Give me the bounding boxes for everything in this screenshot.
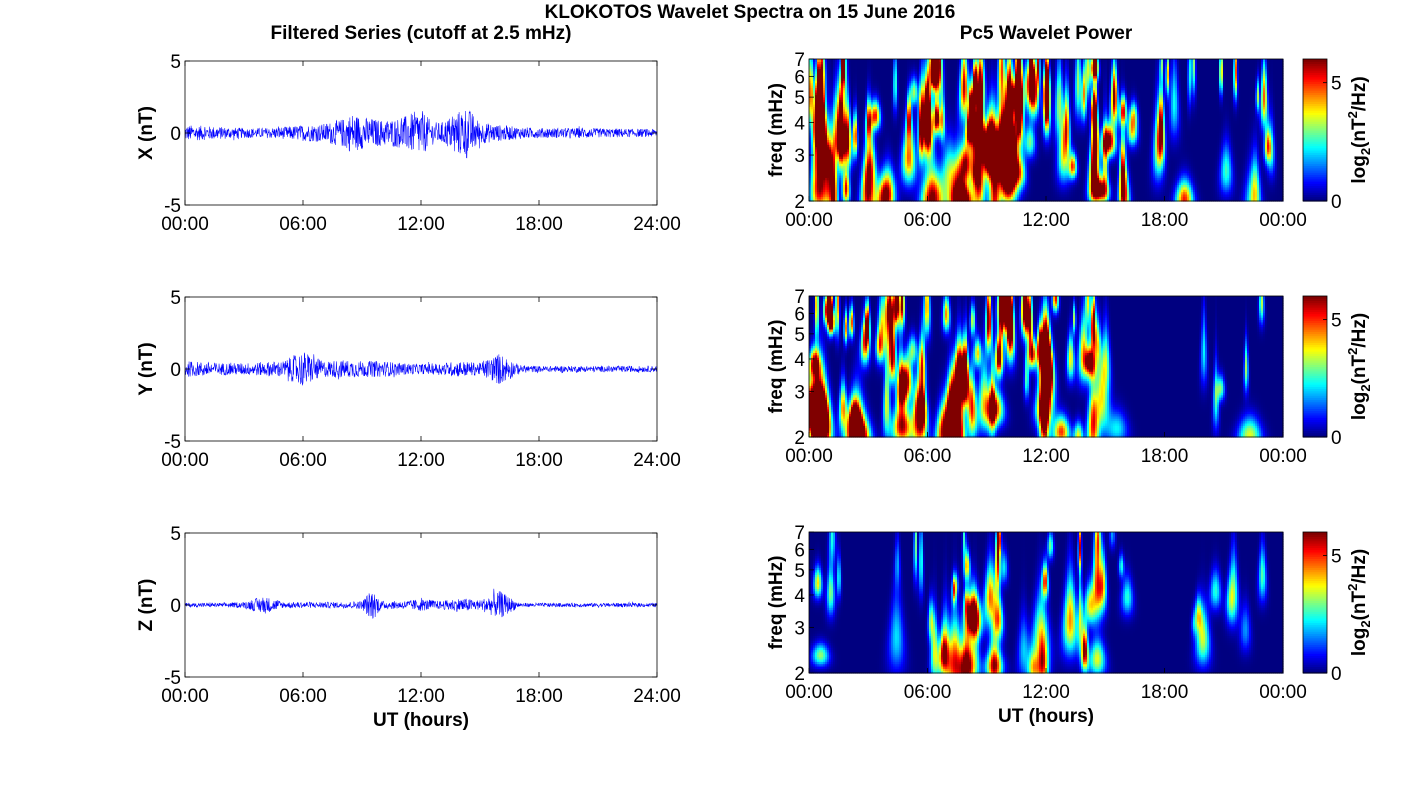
x-tick-label: 24:00: [633, 686, 681, 707]
y-tick-label: 5: [170, 524, 181, 545]
series-line: [185, 353, 657, 385]
y-tick-label: 0: [170, 360, 181, 381]
left-column-title: Filtered Series (cutoff at 2.5 mHz): [271, 23, 572, 44]
y-axis-label: X (nT): [136, 106, 157, 160]
timeseries-panel-z: 00:00 06:00 12:00 18:00 24:00 -5 0 5 Z (nT) UT (h…: [136, 524, 681, 731]
y-tick-label: -5: [164, 668, 181, 689]
x-tick-label: 00:00: [161, 214, 209, 235]
y-tick-label: 5: [170, 288, 181, 309]
series-line: [185, 111, 657, 158]
x-tick-label: 24:00: [633, 214, 681, 235]
x-tick-label: 12:00: [397, 450, 445, 471]
y-axis-label: Y (nT): [136, 342, 157, 395]
x-tick-label: 00:00: [161, 686, 209, 707]
series-line: [185, 589, 657, 619]
timeseries-panel-x: 00:00 06:00 12:00 18:00 24:00 -5 0 5 X (nT): [136, 52, 681, 235]
x-tick-label: 18:00: [515, 686, 563, 707]
x-tick-label: 12:00: [397, 686, 445, 707]
x-tick-label: 00:00: [161, 450, 209, 471]
y-tick-label: -5: [164, 196, 181, 217]
x-tick-label: 06:00: [279, 686, 327, 707]
figure-title: KLOKOTOS Wavelet Spectra on 15 June 2016: [545, 2, 956, 23]
right-column-title: Pc5 Wavelet Power: [960, 23, 1133, 44]
x-axis-label: UT (hours): [373, 710, 469, 731]
y-tick-label: 5: [170, 52, 181, 73]
x-tick-label: 18:00: [515, 214, 563, 235]
y-tick-label: -5: [164, 432, 181, 453]
x-tick-label: 06:00: [279, 450, 327, 471]
y-tick-label: 0: [170, 124, 181, 145]
x-tick-label: 24:00: [633, 450, 681, 471]
x-tick-label: 06:00: [279, 214, 327, 235]
timeseries-panel-y: 00:00 06:00 12:00 18:00 24:00 -5 0 5 Y (nT): [136, 288, 681, 471]
y-axis-label: Z (nT): [136, 579, 157, 632]
x-tick-label: 18:00: [515, 450, 563, 471]
y-tick-label: 0: [170, 596, 181, 617]
x-tick-label: 12:00: [397, 214, 445, 235]
